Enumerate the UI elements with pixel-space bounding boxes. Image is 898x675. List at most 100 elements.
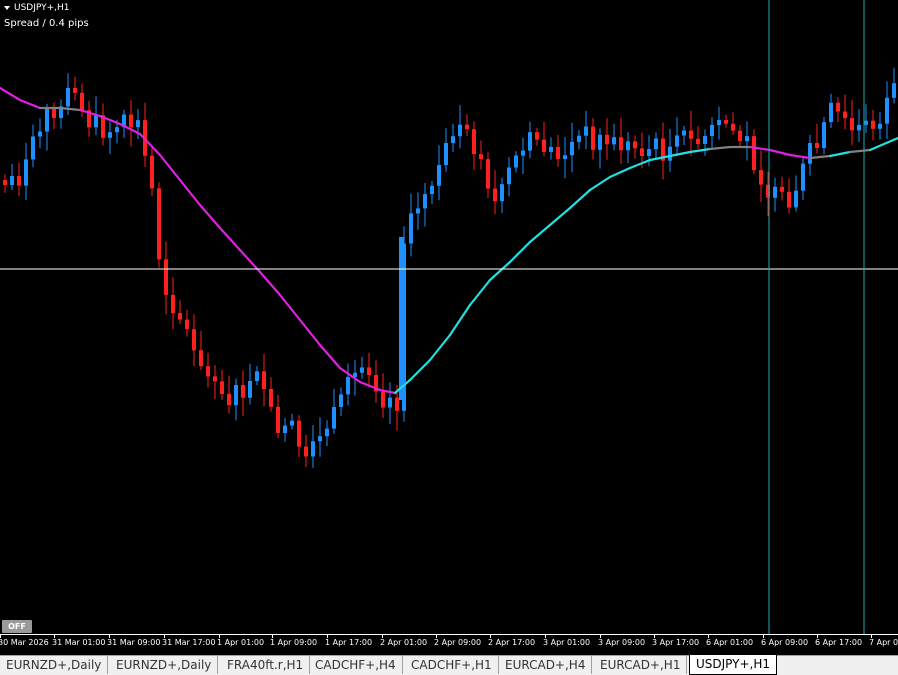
candle-body — [297, 420, 301, 447]
candle-body — [626, 141, 630, 151]
candle-body — [395, 397, 399, 411]
time-axis-label: 1 Apr 01:00 — [217, 638, 265, 647]
time-axis-label: 2 Apr 09:00 — [434, 638, 482, 647]
candle-body — [577, 135, 581, 142]
candle-body — [535, 132, 539, 140]
candle-body — [486, 159, 490, 189]
time-axis-label: 1 Apr 09:00 — [270, 638, 318, 647]
candle-body — [724, 120, 728, 124]
time-axis-tick — [382, 635, 383, 638]
price-chart[interactable]: USDJPY+,H1 Spread / 0.4 pips OFF — [0, 0, 898, 634]
candle-body — [80, 92, 84, 111]
candle-body — [654, 138, 658, 150]
candle-body — [409, 213, 413, 244]
candle-body — [668, 146, 672, 161]
candle-body — [339, 394, 343, 407]
time-axis-tick — [545, 635, 546, 638]
candle-body — [850, 118, 854, 131]
time-axis-label: 6 Apr 09:00 — [761, 638, 809, 647]
candle-body — [374, 375, 378, 392]
off-button[interactable]: OFF — [2, 620, 32, 633]
moving-average-segment — [58, 106, 82, 112]
moving-average-segment — [18, 98, 42, 110]
candle-body — [31, 136, 35, 160]
time-axis-tick — [763, 635, 764, 638]
time-axis-tick — [219, 635, 220, 638]
moving-average-segment — [568, 188, 592, 210]
moving-average-segment — [508, 240, 532, 264]
candle-body — [423, 194, 427, 209]
impulse-candle-body — [399, 237, 404, 400]
candlestick-chart[interactable] — [0, 0, 898, 634]
chart-tab-bar: EURNZD+,Daily EURNZD+,Daily FRA40ft.r,H1 CA… — [0, 655, 898, 675]
candle-body — [108, 132, 112, 138]
candle-body — [864, 120, 868, 125]
candle-body — [598, 134, 602, 150]
time-axis-tick — [327, 635, 328, 638]
time-axis-tick — [0, 635, 1, 638]
moving-average-segment — [318, 343, 342, 370]
moving-average-segment — [788, 153, 812, 160]
tab-eurcad-h1[interactable]: EURCAD+,H1 — [594, 656, 688, 674]
candle-body — [255, 371, 259, 381]
candle-body — [444, 143, 448, 166]
candle-body — [542, 139, 546, 152]
candle-body — [367, 367, 371, 375]
candle-body — [269, 389, 273, 407]
candle-body — [605, 134, 609, 145]
candle-body — [661, 138, 665, 161]
moving-average-segment — [708, 145, 732, 151]
candle-body — [52, 108, 56, 118]
candle-body — [780, 186, 784, 192]
tab-eurnzd-daily[interactable]: EURNZD+,Daily — [0, 656, 109, 674]
candle-body — [766, 184, 770, 198]
tab-eurnzd-daily[interactable]: EURNZD+,Daily — [110, 656, 219, 674]
moving-average-segment — [78, 108, 102, 118]
moving-average-segment — [218, 226, 242, 252]
candle-body — [472, 129, 476, 155]
moving-average-segment — [258, 270, 282, 297]
moving-average-segment — [648, 154, 672, 162]
tab-usdjpy-h1[interactable]: USDJPY+,H1 — [689, 655, 778, 675]
candle-body — [430, 185, 434, 195]
candle-body — [500, 184, 504, 202]
candle-body — [633, 141, 637, 149]
time-axis: 30 Mar 2026 31 Mar 01:00 31 Mar 09:00 31 Ma… — [0, 634, 898, 655]
moving-average-segment — [828, 150, 852, 158]
candle-body — [528, 132, 532, 151]
time-axis-label: 31 Mar 09:00 — [107, 638, 161, 647]
candle-body — [675, 135, 679, 147]
candle-body — [115, 127, 119, 133]
candle-body — [192, 329, 196, 351]
moving-average-segment — [448, 303, 472, 337]
moving-average-segment — [428, 333, 452, 362]
moving-average-segment — [668, 150, 692, 158]
candle-body — [150, 155, 154, 189]
moving-average-segment — [408, 358, 432, 382]
candle-body — [591, 126, 595, 150]
candle-body — [241, 385, 245, 398]
candle-body — [570, 141, 574, 156]
candle-body — [878, 123, 882, 129]
candle-body — [703, 136, 707, 144]
tab-cadchf-h4[interactable]: CADCHF+,H4 — [309, 656, 403, 674]
candle-body — [234, 385, 238, 406]
candle-body — [185, 319, 189, 330]
moving-average-segment — [748, 145, 772, 152]
tab-cadchf-h1[interactable]: CADCHF+,H1 — [405, 656, 499, 674]
candle-body — [612, 137, 616, 145]
moving-average-segment — [378, 388, 397, 395]
candle-body — [318, 436, 322, 442]
moving-average-segment — [138, 132, 162, 157]
moving-average-segment — [358, 380, 382, 392]
candle-body — [262, 371, 266, 389]
candle-body — [213, 376, 217, 382]
tab-eurcad-h4[interactable]: EURCAD+,H4 — [499, 656, 593, 674]
moving-average-segment — [98, 114, 122, 126]
candle-body — [94, 115, 98, 128]
candle-body — [276, 406, 280, 433]
candle-body — [696, 138, 700, 144]
candle-body — [514, 155, 518, 168]
tab-fra40ft-r-h1[interactable]: FRA40ft.r,H1 — [221, 656, 311, 674]
candle-body — [416, 208, 420, 214]
